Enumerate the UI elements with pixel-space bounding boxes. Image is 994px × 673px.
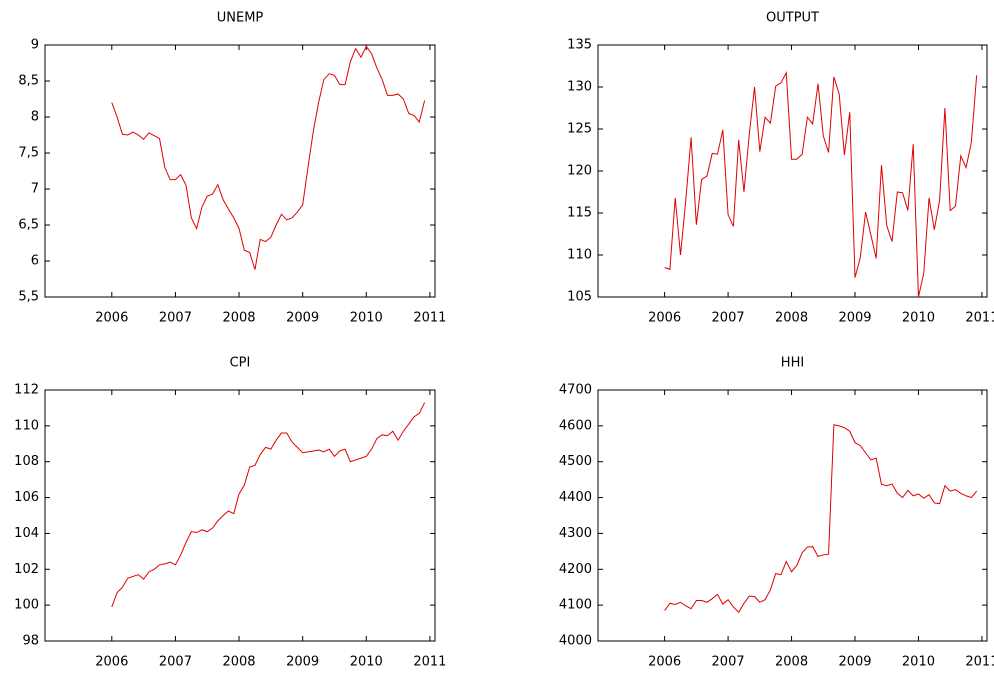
chart-title: OUTPUT xyxy=(766,11,819,26)
x-tick-label: 2008 xyxy=(222,311,255,326)
plot-frame xyxy=(44,389,436,642)
y-tick-label: 98 xyxy=(22,634,39,649)
x-tick-label: 2009 xyxy=(838,655,871,670)
x-tick-label: 2007 xyxy=(712,311,745,326)
x-tick-label: 2006 xyxy=(648,655,681,670)
x-tick-label: 2006 xyxy=(95,655,128,670)
y-tick-label: 4600 xyxy=(559,418,592,433)
y-tick-label: 8,5 xyxy=(18,74,39,89)
y-tick-label: 130 xyxy=(567,80,592,95)
y-tick-label: 9 xyxy=(31,38,39,53)
x-tick-label: 2008 xyxy=(775,311,808,326)
data-line xyxy=(664,424,978,614)
y-tick-label: 4500 xyxy=(559,454,592,469)
y-tick-label: 115 xyxy=(567,206,592,221)
y-tick-label: 4400 xyxy=(559,490,592,505)
x-tick-label: 2010 xyxy=(902,311,935,326)
y-tick-label: 105 xyxy=(567,290,592,305)
x-tick-label: 2009 xyxy=(286,311,319,326)
x-tick-label: 2011 xyxy=(413,655,446,670)
y-tick-label: 8 xyxy=(31,110,39,125)
x-tick-label: 2009 xyxy=(286,655,319,670)
y-tick-label: 120 xyxy=(567,164,592,179)
x-tick-label: 2011 xyxy=(413,311,446,326)
y-tick-label: 108 xyxy=(14,454,39,469)
y-tick-label: 100 xyxy=(14,598,39,613)
plot-frame xyxy=(597,44,988,298)
y-tick-label: 5,5 xyxy=(18,290,39,305)
x-tick-label: 2011 xyxy=(965,655,994,670)
y-tick-label: 102 xyxy=(14,562,39,577)
plot-frame xyxy=(597,389,988,642)
x-tick-label: 2010 xyxy=(902,655,935,670)
y-tick-label: 106 xyxy=(14,490,39,505)
x-tick-label: 2011 xyxy=(965,311,994,326)
y-tick-label: 125 xyxy=(567,122,592,137)
y-tick-label: 4000 xyxy=(559,634,592,649)
y-tick-label: 6,5 xyxy=(18,218,39,233)
y-tick-label: 110 xyxy=(14,418,39,433)
data-line xyxy=(111,45,426,270)
y-tick-label: 4700 xyxy=(559,383,592,398)
y-tick-label: 6 xyxy=(31,254,39,269)
y-tick-label: 112 xyxy=(14,383,39,398)
x-tick-label: 2007 xyxy=(159,655,192,670)
y-tick-label: 104 xyxy=(14,526,39,541)
x-tick-label: 2007 xyxy=(712,655,745,670)
plot-frame xyxy=(44,44,436,298)
x-tick-label: 2009 xyxy=(838,311,871,326)
y-tick-label: 7 xyxy=(31,182,39,197)
x-tick-label: 2006 xyxy=(648,311,681,326)
chart-title: HHI xyxy=(781,356,804,371)
data-line xyxy=(111,402,426,608)
y-tick-label: 7,5 xyxy=(18,146,39,161)
y-tick-label: 4200 xyxy=(559,562,592,577)
y-tick-label: 110 xyxy=(567,248,592,263)
y-tick-label: 4100 xyxy=(559,598,592,613)
chart-title: CPI xyxy=(230,356,251,371)
x-tick-label: 2007 xyxy=(159,311,192,326)
x-tick-label: 2010 xyxy=(350,311,383,326)
y-tick-label: 4300 xyxy=(559,526,592,541)
y-tick-label: 135 xyxy=(567,38,592,53)
data-line xyxy=(664,70,978,298)
x-tick-label: 2006 xyxy=(95,311,128,326)
x-tick-label: 2008 xyxy=(775,655,808,670)
x-tick-label: 2010 xyxy=(350,655,383,670)
x-tick-label: 2008 xyxy=(222,655,255,670)
chart-title: UNEMP xyxy=(217,11,264,26)
